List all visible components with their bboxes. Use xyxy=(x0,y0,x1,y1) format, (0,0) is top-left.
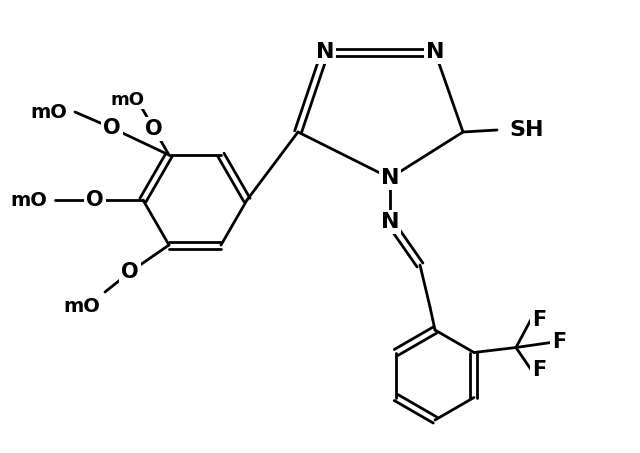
Text: O: O xyxy=(86,190,104,210)
Text: mO: mO xyxy=(10,191,47,209)
Text: O: O xyxy=(145,119,163,139)
Text: N: N xyxy=(426,42,444,62)
Text: N: N xyxy=(316,42,334,62)
Text: O: O xyxy=(103,118,121,138)
Text: mO: mO xyxy=(30,102,67,121)
Text: F: F xyxy=(552,333,566,352)
Text: O: O xyxy=(121,262,139,282)
Text: N: N xyxy=(381,212,399,232)
Text: F: F xyxy=(532,309,546,329)
Text: F: F xyxy=(532,360,546,380)
Text: mO: mO xyxy=(110,91,144,109)
Text: N: N xyxy=(381,168,399,188)
Text: SH: SH xyxy=(509,120,543,140)
Text: mO: mO xyxy=(63,297,100,316)
